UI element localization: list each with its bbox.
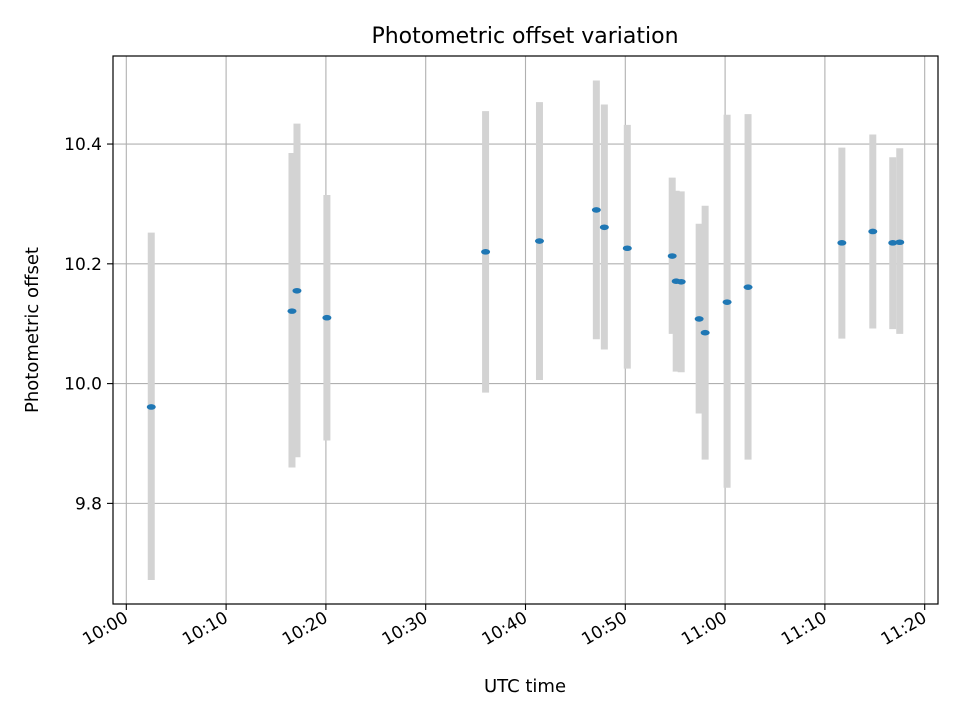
data-point (481, 249, 491, 255)
data-point (667, 253, 677, 259)
y-tick-label: 10.4 (64, 135, 102, 155)
x-axis-label: UTC time (484, 676, 566, 697)
y-tick-label: 10.2 (64, 255, 102, 275)
data-point (676, 278, 686, 285)
data-point (534, 238, 544, 244)
data-point (837, 240, 847, 246)
data-point (622, 245, 632, 252)
data-point (322, 314, 332, 321)
data-point (895, 239, 905, 246)
data-point (591, 207, 601, 213)
y-tick-label: 9.8 (75, 494, 102, 514)
data-point (700, 329, 710, 336)
y-axis-label: Photometric offset (22, 247, 43, 413)
data-points (146, 207, 905, 410)
data-point (868, 228, 878, 235)
data-point (146, 404, 156, 410)
data-point (694, 316, 704, 322)
data-point (888, 240, 898, 246)
chart-title: Photometric offset variation (371, 24, 678, 49)
data-point (292, 287, 302, 294)
y-tick-label: 10.0 (64, 375, 102, 395)
data-point (287, 308, 297, 314)
data-point (722, 299, 732, 305)
data-point (743, 284, 753, 290)
data-point (599, 224, 609, 231)
